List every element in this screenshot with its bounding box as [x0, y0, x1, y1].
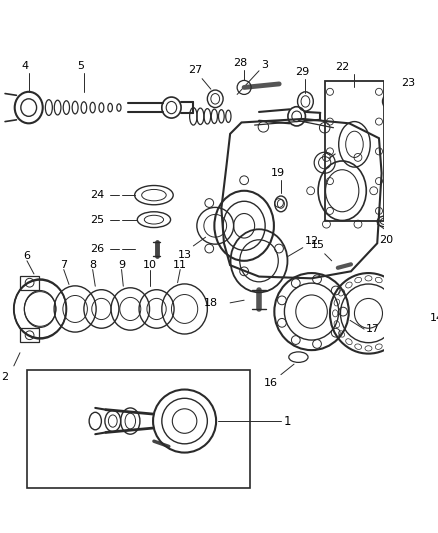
Text: 11: 11 [173, 260, 187, 270]
Text: 2: 2 [1, 372, 9, 382]
Text: 14: 14 [430, 313, 438, 322]
Text: 23: 23 [401, 78, 415, 88]
Text: 15: 15 [311, 240, 325, 251]
Text: 13: 13 [177, 251, 191, 260]
Text: 10: 10 [142, 260, 156, 270]
Text: 28: 28 [233, 58, 248, 68]
Text: 18: 18 [204, 298, 218, 308]
Text: 9: 9 [118, 260, 125, 270]
Text: 7: 7 [60, 260, 67, 270]
Text: 25: 25 [90, 215, 104, 224]
Bar [325, 82, 384, 221]
Text: 19: 19 [270, 167, 284, 177]
Text: 16: 16 [263, 378, 277, 388]
Text: 5: 5 [77, 61, 84, 71]
Text: 8: 8 [89, 260, 96, 270]
Text: 26: 26 [90, 244, 104, 254]
Text: 17: 17 [366, 324, 380, 334]
Bar [27, 370, 250, 488]
Text: 12: 12 [304, 236, 319, 246]
Text: 4: 4 [21, 61, 29, 71]
Text: 20: 20 [379, 235, 393, 245]
Text: 29: 29 [295, 67, 309, 77]
Text: 22: 22 [335, 62, 350, 71]
Bar [20, 328, 39, 342]
Text: 24: 24 [90, 190, 104, 200]
Text: 6: 6 [24, 251, 31, 261]
Text: 27: 27 [188, 65, 202, 75]
Text: 1: 1 [283, 415, 291, 427]
Bar [20, 276, 39, 290]
Text: 3: 3 [261, 60, 268, 70]
